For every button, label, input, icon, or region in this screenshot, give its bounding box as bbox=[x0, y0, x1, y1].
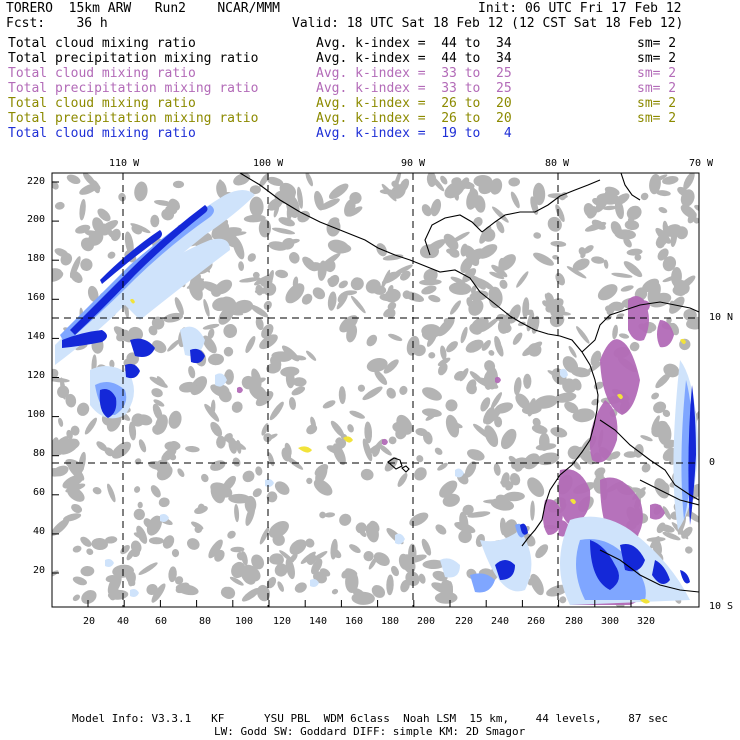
legend-kindex: Avg. k-index = 44 to 34 bbox=[316, 36, 512, 51]
gray-cloud-field bbox=[52, 173, 699, 607]
top-lon-label: 110 W bbox=[109, 158, 140, 169]
top-lon-label: 70 W bbox=[689, 158, 714, 169]
legend-sm: sm= 2 bbox=[637, 66, 677, 81]
y-tick-label: 200 bbox=[27, 214, 46, 225]
y-tick-label: 140 bbox=[27, 331, 46, 342]
legend-field: Total cloud mixing ratio bbox=[8, 66, 196, 81]
x-tick-label: 220 bbox=[455, 616, 474, 627]
legend-field: Total cloud mixing ratio bbox=[8, 126, 196, 141]
x-tick-label: 160 bbox=[345, 616, 364, 627]
x-tick-label: 140 bbox=[309, 616, 328, 627]
top-lon-label: 90 W bbox=[401, 158, 426, 169]
legend-field: Total precipitation mixing ratio bbox=[8, 111, 259, 126]
x-tick-label: 80 bbox=[199, 616, 212, 627]
x-tick-label: 280 bbox=[565, 616, 584, 627]
legend-field: Total cloud mixing ratio bbox=[8, 96, 196, 111]
x-tick-label: 180 bbox=[381, 616, 400, 627]
y-tick-label: 220 bbox=[27, 176, 46, 187]
x-tick-label: 200 bbox=[417, 616, 436, 627]
legend-field: Total cloud mixing ratio bbox=[8, 36, 196, 51]
coastline bbox=[239, 173, 699, 593]
legend-sm: sm= 2 bbox=[637, 81, 677, 96]
legend-field: Total precipitation mixing ratio bbox=[8, 81, 259, 96]
legend-sm: sm= 2 bbox=[637, 96, 677, 111]
y-tick-label: 40 bbox=[33, 526, 46, 537]
dark-blue-cloud-field bbox=[62, 205, 696, 590]
header-model-title: TORERO 15km ARW Run2 NCAR/MMM bbox=[6, 1, 280, 16]
header-forecast-hour: Fcst: 36 h bbox=[6, 16, 108, 31]
header-valid-time: Valid: 18 UTC Sat 18 Feb 12 (12 CST Sat … bbox=[292, 16, 684, 31]
legend-kindex: Avg. k-index = 26 to 20 bbox=[316, 111, 512, 126]
legend-kindex: Avg. k-index = 19 to 4 bbox=[316, 126, 512, 141]
header-init-time: Init: 06 UTC Fri 17 Feb 12 bbox=[478, 1, 682, 16]
legend-kindex: Avg. k-index = 33 to 25 bbox=[316, 81, 512, 96]
legend-sm: sm= 2 bbox=[637, 111, 677, 126]
x-tick-label: 260 bbox=[527, 616, 546, 627]
x-tick-label: 120 bbox=[273, 616, 292, 627]
plot-frame bbox=[51, 172, 700, 608]
x-tick-label: 60 bbox=[155, 616, 168, 627]
x-tick-label: 240 bbox=[491, 616, 510, 627]
x-tick-label: 320 bbox=[637, 616, 656, 627]
yellow-cloud-field bbox=[130, 298, 686, 604]
y-tick-label: 20 bbox=[33, 565, 46, 576]
x-tick-label: 100 bbox=[235, 616, 254, 627]
x-tick-label: 300 bbox=[601, 616, 620, 627]
right-lat-label: 10 N bbox=[709, 312, 734, 323]
legend-kindex: Avg. k-index = 26 to 20 bbox=[316, 96, 512, 111]
right-lat-label: 0 bbox=[709, 457, 716, 468]
top-lon-label: 100 W bbox=[253, 158, 284, 169]
right-lat-label: 10 S bbox=[709, 601, 734, 612]
footer-model-info: Model Info: V3.3.1 KF YSU PBL WDM 6class… bbox=[72, 712, 669, 725]
top-lon-label: 80 W bbox=[545, 158, 570, 169]
legend-sm: sm= 2 bbox=[637, 51, 677, 66]
legend-field: Total precipitation mixing ratio bbox=[8, 51, 259, 66]
y-tick-label: 160 bbox=[27, 292, 46, 303]
footer-physics-info: LW: Godd SW: Goddard DIFF: simple KM: 2D… bbox=[214, 725, 526, 738]
y-tick-label: 100 bbox=[27, 409, 46, 420]
legend-kindex: Avg. k-index = 44 to 34 bbox=[316, 51, 512, 66]
lat-lon-grid bbox=[52, 173, 699, 607]
y-tick-label: 180 bbox=[27, 253, 46, 264]
axis-ticks bbox=[52, 181, 632, 607]
legend-kindex: Avg. k-index = 33 to 25 bbox=[316, 66, 512, 81]
y-tick-label: 60 bbox=[33, 487, 46, 498]
y-tick-label: 120 bbox=[27, 370, 46, 381]
x-tick-label: 20 bbox=[83, 616, 96, 627]
legend-sm: sm= 2 bbox=[637, 36, 677, 51]
x-tick-label: 40 bbox=[117, 616, 130, 627]
y-tick-label: 80 bbox=[33, 448, 46, 459]
